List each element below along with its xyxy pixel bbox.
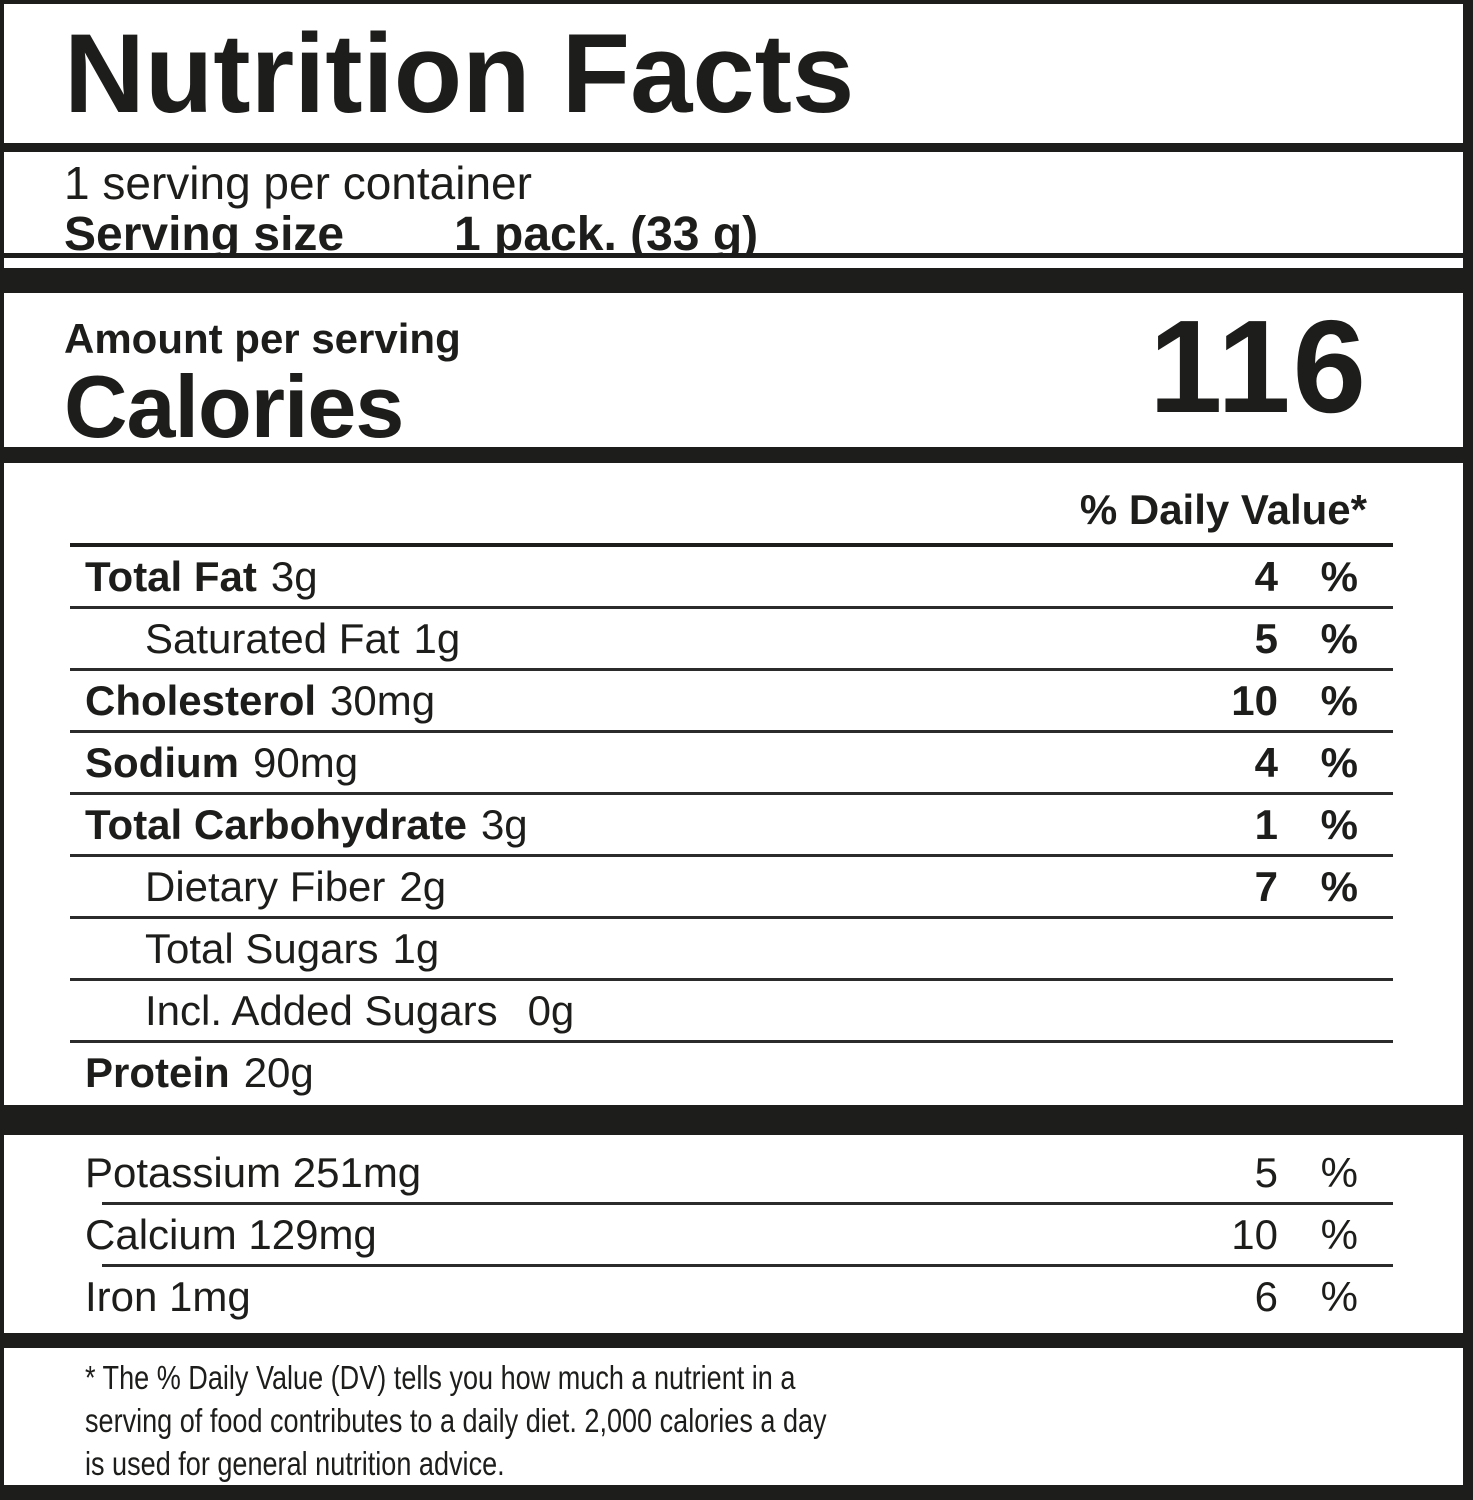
header-rule — [70, 543, 1393, 547]
nutrient-amount: 20g — [243, 1048, 314, 1096]
separator-band-thick — [4, 268, 1463, 293]
mineral-name: Potassium 251mg — [85, 1148, 422, 1196]
nutrient-row-saturated-fat: Saturated Fat 1g 5 % — [4, 609, 1463, 668]
separator-band-thick — [4, 1105, 1463, 1135]
row-separator — [70, 978, 1393, 981]
daily-value-header: % Daily Value* — [1079, 486, 1367, 533]
nutrient-amount: 3g — [480, 800, 528, 848]
mineral-name: Calcium 129mg — [85, 1210, 377, 1258]
nutrient-amount: 1g — [392, 924, 440, 972]
serving-section: 1 serving per container Serving size 1 p… — [4, 152, 1463, 260]
row-separator — [70, 606, 1393, 609]
mineral-row-potassium: Potassium 251mg 5 % — [4, 1143, 1463, 1202]
daily-value-percent: 4 — [1254, 552, 1278, 600]
footnote-line: is used for general nutrition advice. — [85, 1445, 505, 1482]
nutrient-name: Saturated Fat — [145, 614, 400, 662]
calories-label: Calories — [64, 357, 404, 456]
row-separator — [70, 792, 1393, 795]
mineral-name: Iron 1mg — [85, 1272, 251, 1320]
calories-section: Amount per serving Calories 116 — [4, 293, 1463, 453]
percent-sign: % — [1320, 1272, 1358, 1320]
percent-sign: % — [1320, 614, 1358, 662]
nutrient-name: Dietary Fiber — [145, 862, 386, 910]
nutrient-row-protein: Protein 20g — [4, 1043, 1463, 1102]
row-separator — [102, 1264, 1393, 1267]
footnote-line: serving of food contributes to a daily d… — [85, 1402, 827, 1439]
daily-value-percent: 10 — [1231, 676, 1278, 724]
nutrient-amount: 90mg — [253, 738, 359, 786]
nutrient-amount: 2g — [399, 862, 447, 910]
calories-value: 116 — [1149, 293, 1368, 440]
serving-size-label: Serving size — [64, 208, 345, 261]
nutrient-name: Incl. Added Sugars — [145, 986, 498, 1034]
nutrient-name: Protein — [85, 1048, 230, 1096]
footnote-section: * The % Daily Value (DV) tells you how m… — [4, 1348, 1463, 1485]
nutrient-name: Total Sugars — [145, 924, 379, 972]
nutrient-amount: 3g — [270, 552, 318, 600]
nutrient-amount: 0g — [527, 986, 575, 1034]
title-section: Nutrition Facts — [4, 4, 1463, 152]
separator-band — [4, 1333, 1463, 1348]
calories-left-column: Amount per serving Calories — [64, 293, 461, 453]
nutrient-name: Cholesterol — [85, 676, 317, 724]
nutrient-row-total-carbohydrate: Total Carbohydrate 3g 1 % — [4, 795, 1463, 854]
nutrient-row-dietary-fiber: Dietary Fiber 2g 7 % — [4, 857, 1463, 916]
percent-sign: % — [1320, 1210, 1358, 1258]
row-separator — [70, 916, 1393, 919]
nutrient-amount: 30mg — [330, 676, 436, 724]
mineral-row-iron: Iron 1mg 6 % — [4, 1267, 1463, 1326]
percent-sign: % — [1320, 676, 1358, 724]
daily-value-percent: 1 — [1254, 800, 1278, 848]
nutrient-row-cholesterol: Cholesterol 30mg 10 % — [4, 671, 1463, 730]
nutrient-amount: 1g — [413, 614, 461, 662]
minerals-section: Potassium 251mg 5 % Calcium 129mg 10 % I… — [4, 1135, 1463, 1333]
daily-value-percent: 10 — [1231, 1210, 1278, 1258]
percent-sign: % — [1320, 552, 1358, 600]
nutrient-rows-section: % Daily Value* Total Fat 3g 4 % Saturate… — [4, 463, 1463, 1105]
percent-sign: % — [1320, 738, 1358, 786]
nutrient-name: Sodium — [85, 738, 239, 786]
nutrient-row-sodium: Sodium 90mg 4 % — [4, 733, 1463, 792]
daily-value-percent: 7 — [1254, 862, 1278, 910]
nutrient-row-total-fat: Total Fat 3g 4 % — [4, 547, 1463, 606]
footnote-line: * The % Daily Value (DV) tells you how m… — [85, 1359, 796, 1396]
nutrient-name: Total Fat — [85, 552, 257, 600]
servings-per-container: 1 serving per container — [64, 157, 532, 209]
row-separator — [70, 1040, 1393, 1043]
daily-value-percent: 5 — [1254, 614, 1278, 662]
row-separator — [70, 730, 1393, 733]
percent-sign: % — [1320, 1148, 1358, 1196]
daily-value-percent: 6 — [1254, 1272, 1278, 1320]
row-separator — [70, 668, 1393, 671]
separator-band — [4, 447, 1463, 463]
row-separator — [70, 854, 1393, 857]
daily-value-percent: 5 — [1254, 1148, 1278, 1196]
nutrient-row-total-sugars: Total Sugars 1g — [4, 919, 1463, 978]
nutrient-row-added-sugars: Incl. Added Sugars 0g — [4, 981, 1463, 1040]
daily-value-percent: 4 — [1254, 738, 1278, 786]
nutrition-facts-title: Nutrition Facts — [64, 11, 855, 136]
percent-sign: % — [1320, 800, 1358, 848]
row-separator — [102, 1202, 1393, 1205]
serving-size-row: Serving size 1 pack. (33 g) — [64, 210, 1463, 260]
nutrient-name: Total Carbohydrate — [85, 800, 467, 848]
mineral-row-calcium: Calcium 129mg 10 % — [4, 1205, 1463, 1264]
percent-sign: % — [1320, 862, 1358, 910]
white-gap — [4, 258, 1463, 268]
amount-per-serving-label: Amount per serving — [64, 315, 461, 362]
serving-size-value: 1 pack. (33 g) — [454, 208, 759, 261]
